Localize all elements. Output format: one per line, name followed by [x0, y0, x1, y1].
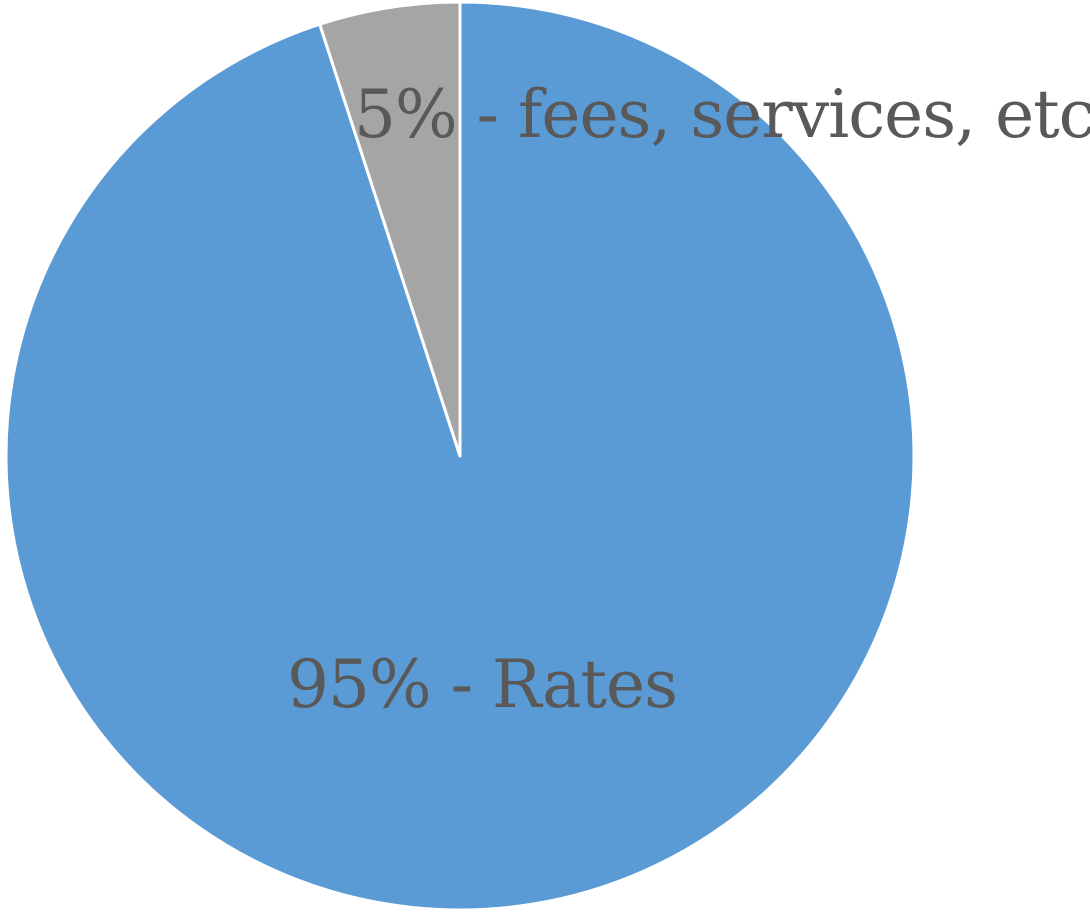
- slice-label-rates: 95% - Rates: [287, 646, 677, 723]
- pie-slice-rates: [4, 0, 916, 912]
- pie-labels: 95% - Rates 5% - fees, services, etc.: [287, 76, 1090, 723]
- slice-label-fees-services: 5% - fees, services, etc.: [354, 76, 1090, 153]
- pie-slices: [4, 0, 916, 912]
- pie-slice-fees-services: [318, 0, 462, 458]
